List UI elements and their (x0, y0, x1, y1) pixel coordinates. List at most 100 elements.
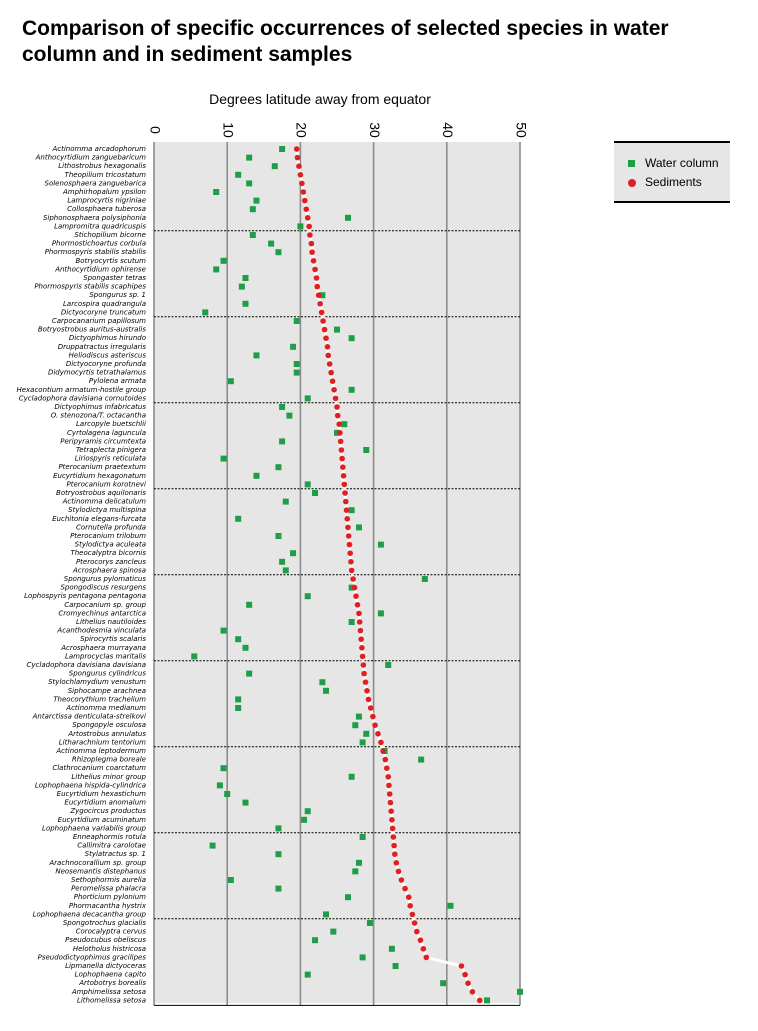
category-label: Spongurus sp. 1 (89, 291, 146, 299)
category-label: Phormospyris stabilis scaphipes (34, 283, 146, 291)
category-label: Siphonosphaera polysiphonia (43, 214, 146, 222)
water-column-point (279, 438, 286, 445)
sediment-point (293, 146, 300, 152)
water-column-point (242, 799, 249, 806)
water-column-point (235, 636, 242, 643)
category-label: Antarctissa denticulata-strelkovi (32, 713, 146, 721)
sediment-point (351, 584, 358, 591)
category-label: Stylatractus sp. 1 (85, 850, 146, 858)
category-label: Corocalyptra cervus (76, 928, 147, 936)
water-column-point (275, 249, 282, 256)
category-label: Anthocyrtidium zanguebaricum (35, 154, 147, 162)
water-column-point (249, 232, 256, 238)
water-column-point (238, 283, 245, 290)
sediment-point (423, 954, 430, 961)
water-column-point (235, 696, 242, 703)
category-label: Spongodiscus resurgens (60, 584, 146, 592)
sediment-point (345, 533, 352, 539)
water-column-point (253, 352, 260, 359)
category-label: Spongurus pylomaticus (64, 575, 147, 583)
sediment-point (340, 473, 347, 479)
water-column-point (279, 404, 286, 410)
category-label: Pterocorys zancleus (76, 558, 146, 566)
water-column-point (440, 980, 447, 987)
water-column-point (421, 576, 428, 582)
sediment-point (356, 619, 363, 625)
sediment-point (359, 645, 365, 651)
sediment-point (409, 911, 416, 918)
category-label: Spongotrochus glacialis (63, 919, 146, 927)
sediment-point (391, 842, 397, 849)
water-column-point (363, 730, 370, 737)
water-column-point (216, 782, 223, 789)
sediment-point (407, 903, 414, 909)
chart-title: Comparison of specific occurrences of se… (22, 17, 669, 66)
sediment-point (336, 421, 342, 428)
water-column-point (279, 558, 286, 565)
category-label: Larcopyle buetschlii (76, 420, 146, 428)
category-label: Phorticium pylonium (74, 893, 146, 901)
water-column-point (297, 223, 304, 230)
category-label: Euchitonia elegans-furcata (52, 515, 146, 523)
category-label: Pseudodictyophimus gracilipes (38, 953, 147, 961)
water-column-point (334, 326, 340, 333)
water-column-point (191, 653, 198, 660)
category-label: Spongurus cylindricus (69, 670, 147, 678)
category-label: Lipmanella dictyoceras (65, 962, 146, 970)
sediment-point (383, 765, 390, 771)
sediment-point (307, 232, 313, 238)
category-label: Pterocanium praetextum (58, 463, 146, 471)
legend: Water column Sediments (614, 141, 730, 203)
category-label: Botryostrobus aquilonaris (56, 489, 146, 497)
water-column-point (348, 619, 355, 625)
category-label: Acrosphaera murrayana (60, 644, 146, 652)
category-label: Cycladophora davisiana cornutoides (19, 394, 147, 402)
water-column-point (334, 429, 340, 436)
sediment-point (304, 215, 311, 221)
sediment-point (303, 206, 310, 212)
sediment-point (339, 455, 345, 462)
category-label: Stylochlamydium venustum (48, 678, 146, 686)
water-column-point (282, 567, 289, 574)
category-label: Lamprocyrtis nigriniae (67, 197, 146, 205)
water-column-point (355, 859, 362, 866)
water-column-point (330, 928, 337, 935)
water-column-point (355, 713, 362, 720)
category-label: Lampromitra quadricuspis (54, 222, 146, 230)
sediment-point (312, 266, 318, 273)
sediment-point (372, 722, 378, 728)
category-label: Stylodictya multispina (68, 506, 146, 514)
category-label: Heliodiscus asteriscus (69, 351, 147, 359)
category-label: Artobotrys borealis (78, 979, 146, 987)
sediment-point (362, 679, 369, 685)
water-column-point (293, 361, 300, 367)
water-column-point (366, 920, 373, 926)
sediment-point (338, 447, 345, 453)
x-tick-label-40: 40 (440, 122, 456, 138)
x-axis-ticks: 0 10 20 30 40 50 (147, 122, 529, 138)
sediment-point (334, 404, 340, 410)
sediment-point (337, 438, 344, 445)
sediment-point (297, 172, 304, 178)
sediment-point (340, 464, 346, 471)
category-label: Siphocampe arachnea (68, 687, 146, 695)
category-label: Phormacantha hystrix (69, 902, 147, 910)
category-label: Larcospira quadrangula (63, 300, 146, 308)
sediment-point (342, 490, 348, 496)
category-label: Dictyophimus infabricatus (54, 403, 146, 411)
sediment-point (301, 197, 308, 204)
water-column-point (242, 275, 249, 281)
sediment-point (420, 946, 427, 952)
category-label: Pylolena armata (89, 377, 146, 385)
water-column-point (209, 842, 216, 849)
water-column-point (348, 507, 355, 514)
water-column-point (235, 171, 242, 178)
water-column-point (290, 550, 297, 557)
category-label: Litharachnium tentorium (59, 738, 146, 746)
water-column-point (227, 378, 234, 385)
sediment-point (386, 782, 392, 789)
water-column-point (323, 911, 330, 918)
category-label: Carpocanarium papillosum (52, 317, 146, 325)
sediment-point (350, 576, 356, 582)
